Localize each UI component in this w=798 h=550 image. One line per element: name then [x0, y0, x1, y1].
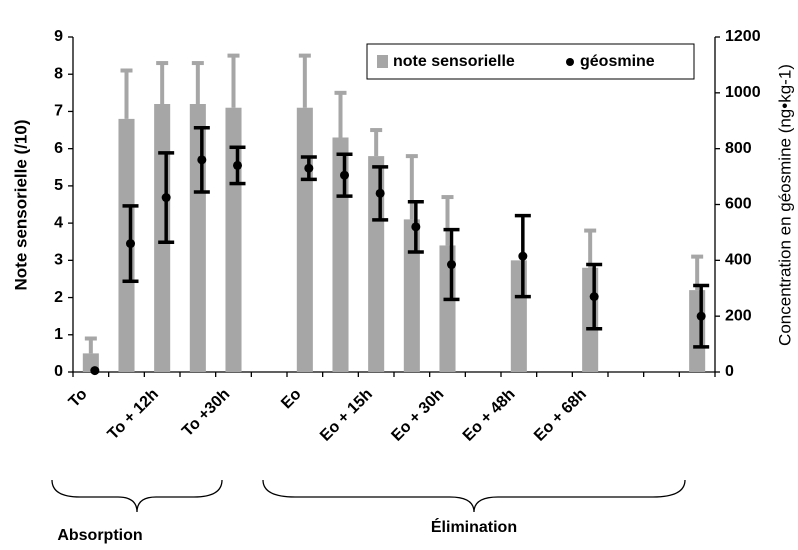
point	[589, 292, 599, 302]
point	[197, 155, 207, 165]
y2-tick-label: 600	[725, 196, 752, 213]
point	[340, 170, 349, 180]
brace	[51, 479, 223, 513]
point	[233, 160, 242, 170]
x-tick-label: To + 12h	[105, 386, 162, 443]
y-tick-label: 0	[54, 363, 63, 380]
point	[126, 239, 135, 249]
group-label: Élimination	[431, 517, 517, 536]
brace	[262, 479, 686, 513]
point	[375, 188, 385, 198]
y2-tick-label: 1000	[725, 84, 761, 101]
y2-tick-label: 1200	[725, 28, 761, 45]
legend: note sensorielle géosmine	[366, 43, 695, 80]
x-tick-label: Eo + 30h	[388, 386, 447, 445]
y2-tick-label: 200	[725, 307, 752, 324]
y-tick-label: 4	[54, 214, 63, 231]
y-tick-label: 7	[54, 103, 63, 120]
x-tick-label: Eo + 68h	[531, 386, 590, 445]
y-tick-label: 8	[54, 65, 63, 82]
x-tick-label: To +30h	[179, 386, 233, 440]
point	[518, 251, 528, 261]
y-axis-title: Note sensorielle (/10)	[11, 119, 30, 290]
y-tick-label: 1	[54, 326, 63, 343]
point	[411, 222, 421, 232]
y-tick-label: 5	[54, 177, 63, 194]
point	[161, 193, 171, 203]
axis-titles: Note sensorielle (/10) Concentration en …	[11, 64, 794, 346]
bar	[403, 219, 420, 372]
y2-tick-label: 800	[725, 140, 752, 157]
y-tick-label: 2	[54, 289, 63, 306]
legend-label: note sensorielle	[393, 53, 515, 70]
x-tick-label: Eo	[278, 386, 305, 413]
y2-tick-label: 400	[725, 252, 752, 269]
bar	[296, 107, 313, 372]
point	[696, 311, 706, 321]
y-tick-label: 3	[54, 252, 63, 269]
point	[447, 260, 456, 270]
x-tick-label: To	[66, 386, 91, 411]
y2-axis-title: Concentration en géosmine (ng•kg-1)	[775, 64, 794, 346]
x-tick-label: Eo + 48h	[460, 386, 519, 445]
x-tick-label: Eo + 15h	[317, 386, 376, 445]
point	[90, 366, 100, 376]
legend-swatch	[377, 55, 388, 68]
y-tick-label: 9	[54, 28, 63, 45]
legend-swatch	[566, 58, 574, 66]
legend-box	[366, 43, 695, 80]
y-tick-label: 6	[54, 140, 63, 157]
y2-tick-label: 0	[725, 363, 734, 380]
group-label: Absorption	[57, 527, 142, 544]
point	[304, 163, 314, 173]
legend-label: géosmine	[580, 53, 655, 70]
